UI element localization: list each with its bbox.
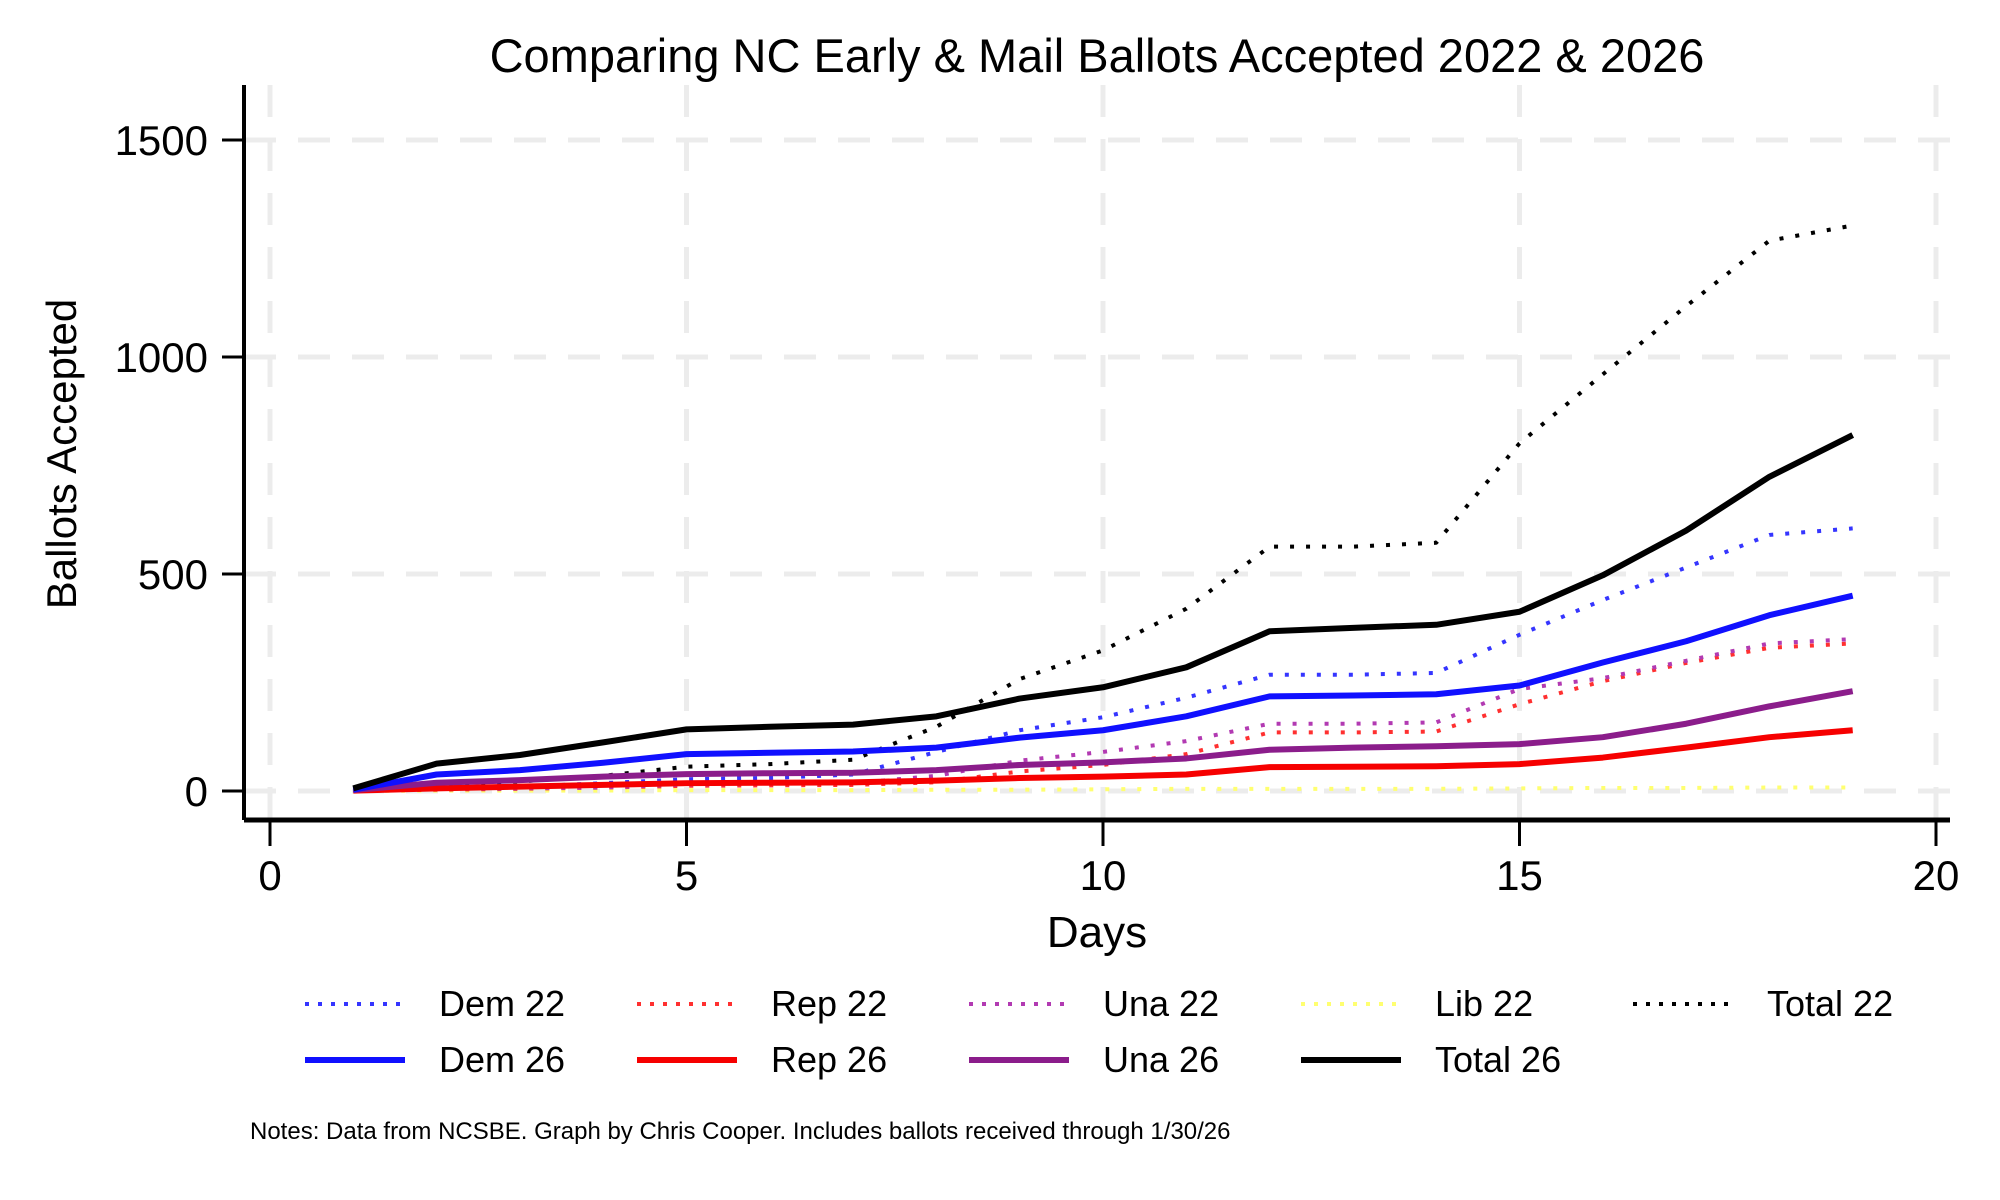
- legend-swatch: [637, 1002, 737, 1006]
- legend-swatch: [637, 1057, 737, 1063]
- y-tick-label: 1000: [115, 334, 208, 381]
- series-line-dem-26: [352, 592, 1854, 793]
- legend-label: Una 22: [1103, 983, 1220, 1024]
- legend-label: Una 26: [1103, 1039, 1220, 1080]
- legend-item-total-26: Total 26: [1301, 1032, 1633, 1088]
- legend-item-rep-22: Rep 22: [637, 976, 969, 1032]
- x-tick-label: 0: [258, 852, 281, 899]
- legend-swatch: [969, 1002, 1069, 1006]
- notes-text: Notes: Data from NCSBE. Graph by Chris C…: [250, 1118, 1231, 1145]
- series-line-rep-26: [353, 727, 1853, 794]
- y-tick-label: 0: [185, 768, 208, 815]
- legend-item-rep-26: Rep 26: [637, 1032, 969, 1088]
- x-axis-title: Days: [1046, 908, 1148, 957]
- legend-swatch: [1301, 1057, 1401, 1063]
- x-tick-label: 5: [675, 852, 698, 899]
- series-line-lib-22: [353, 785, 1853, 793]
- legend-label: Rep 26: [771, 1039, 888, 1080]
- x-tick-label: 15: [1496, 852, 1543, 899]
- legend-item-total-22: Total 22: [1633, 976, 1965, 1032]
- legend-label: Dem 22: [439, 983, 566, 1024]
- series-line-una-26: [353, 688, 1854, 794]
- legend: Dem 22 Rep 22 Una 22 Lib 22 Total 22 Dem 26 Re…: [305, 976, 1965, 1088]
- legend-label: Total 22: [1767, 983, 1894, 1024]
- legend-swatch: [305, 1057, 405, 1063]
- legend-item-lib-22: Lib 22: [1301, 976, 1633, 1032]
- legend-label: Rep 22: [771, 983, 888, 1024]
- x-tick-label: 20: [1913, 852, 1960, 899]
- series-line-rep-22: [353, 641, 1853, 793]
- y-tick-label: 1500: [115, 117, 208, 164]
- series-line-total-26: [352, 432, 1855, 792]
- legend-label: Dem 26: [439, 1039, 566, 1080]
- legend-swatch: [1301, 1002, 1401, 1006]
- legend-item-una-26: Una 26: [969, 1032, 1301, 1088]
- legend-item-dem-22: Dem 22: [305, 976, 637, 1032]
- legend-item-dem-26: Dem 26: [305, 1032, 637, 1088]
- x-tick-label: 10: [1080, 852, 1127, 899]
- legend-label: Lib 22: [1435, 983, 1534, 1024]
- legend-swatch: [305, 1002, 405, 1006]
- legend-swatch: [969, 1057, 1069, 1063]
- series-line-total-22: [353, 223, 1854, 792]
- chart-title: Comparing NC Early & Mail Ballots Accept…: [489, 29, 1705, 82]
- y-tick-label: 500: [138, 551, 208, 598]
- legend-item-una-22: Una 22: [969, 976, 1301, 1032]
- legend-swatch: [1633, 1002, 1733, 1006]
- legend-label: Total 26: [1435, 1039, 1562, 1080]
